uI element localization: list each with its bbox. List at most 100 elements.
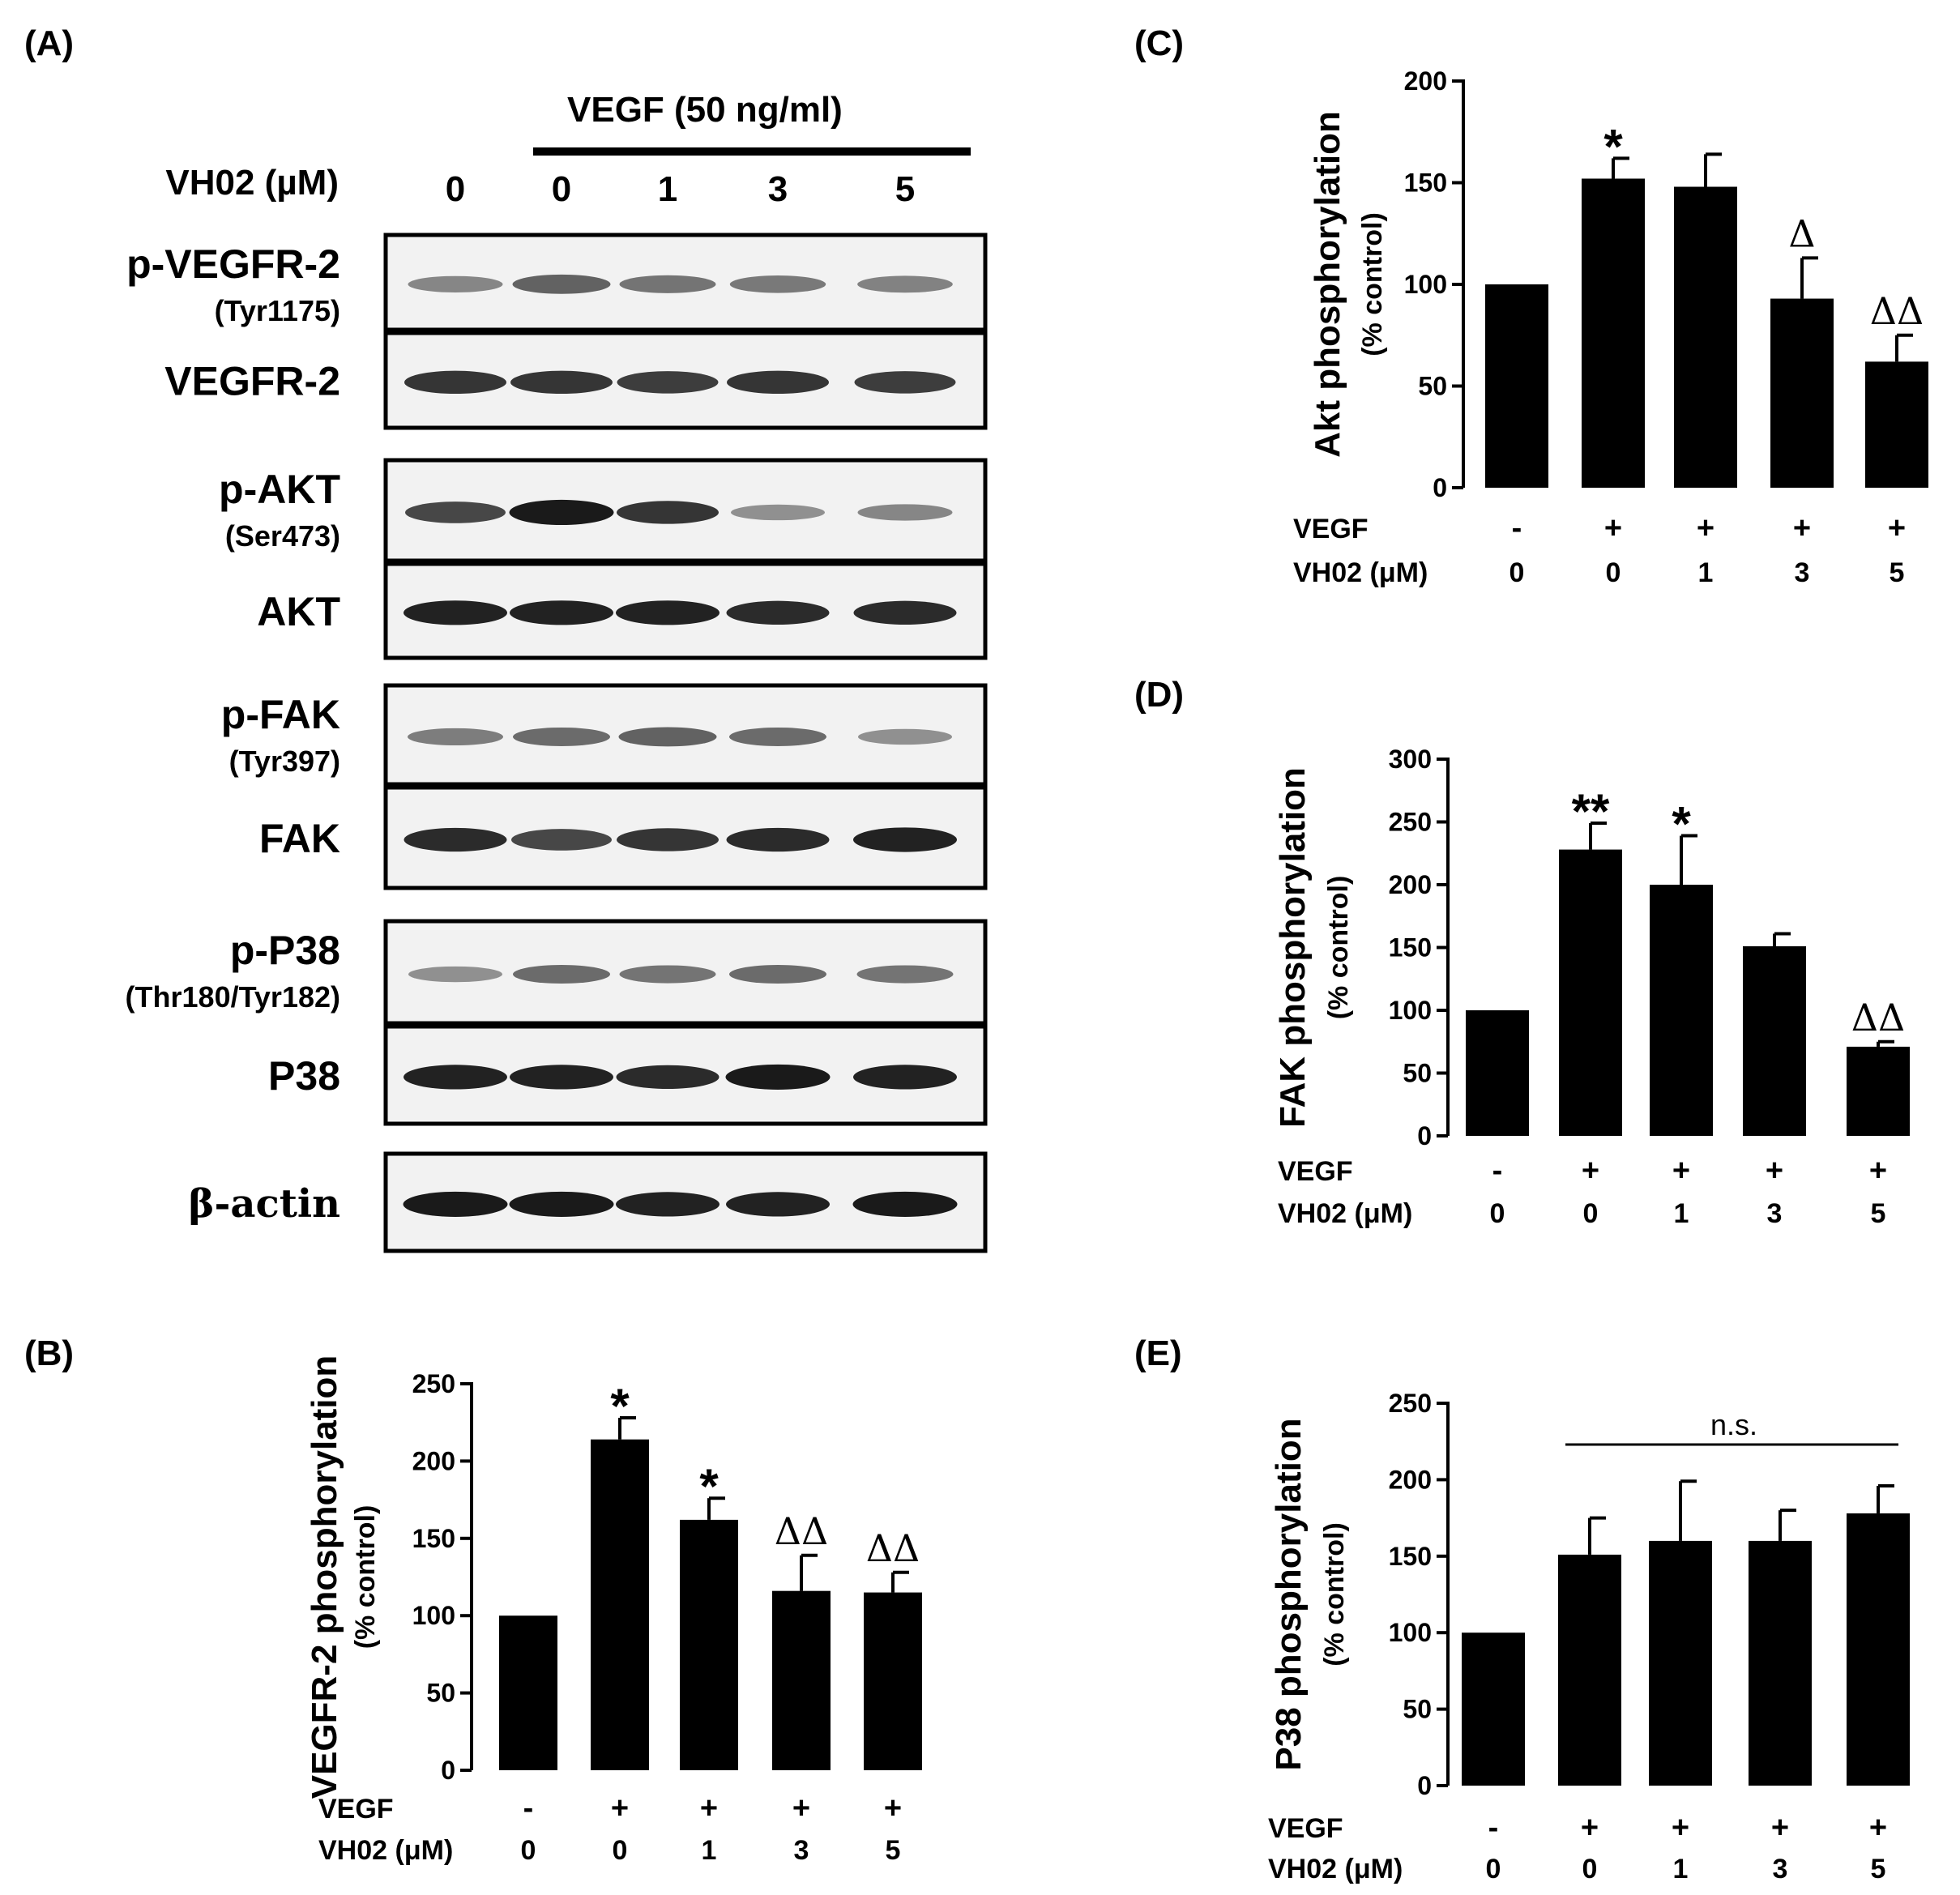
blot-band xyxy=(726,600,830,625)
bar-3 xyxy=(1770,298,1834,488)
blot-band xyxy=(618,727,717,747)
significance-annotation: ΔΔ xyxy=(1851,996,1905,1039)
blot-band xyxy=(513,727,610,746)
row-label-vh02: VH02 (μM) xyxy=(1293,557,1428,588)
blot-name-label: P38 xyxy=(268,1053,340,1099)
y-tick-label: 100 xyxy=(1389,996,1432,1025)
row-label-vh02: VH02 (μM) xyxy=(1278,1198,1412,1229)
y-tick-label: 200 xyxy=(1389,870,1432,899)
blot-row-7: P38 xyxy=(268,1024,988,1126)
vegf-sign: + xyxy=(611,1791,629,1825)
blot-name-label: VEGFR-2 xyxy=(164,359,340,404)
row-label-vegf: VEGF xyxy=(1278,1156,1353,1187)
y-tick-label: 200 xyxy=(1389,1465,1432,1494)
blot-name-label: p-VEGFR-2 xyxy=(126,241,340,287)
blot-band xyxy=(729,727,826,746)
blot-band xyxy=(513,965,610,984)
blot-row-6: p-P38 (Thr180/Tyr182) xyxy=(126,919,988,1026)
y-tick-label: 100 xyxy=(1404,270,1447,299)
vegf-sign: - xyxy=(1488,1811,1499,1845)
blot-band xyxy=(404,600,507,625)
vh02-dose: 5 xyxy=(1871,1198,1886,1229)
vh02-dose: 1 xyxy=(1673,1854,1689,1884)
vh02-dose: 0 xyxy=(1583,1198,1599,1229)
significance-annotation: * xyxy=(699,1459,719,1513)
blot-band xyxy=(853,1065,957,1090)
blot-row-5: FAK xyxy=(259,785,988,890)
bar-0 xyxy=(1558,1554,1621,1786)
y-axis-label: Akt phosphorylation xyxy=(1308,111,1347,458)
bar-1 xyxy=(1674,186,1737,488)
vegf-sign: + xyxy=(1869,1811,1887,1845)
vegf-sign: + xyxy=(792,1791,810,1825)
panel-label: (B) xyxy=(24,1334,74,1373)
vh02-dose: 1 xyxy=(1698,557,1714,588)
y-tick-label: 0 xyxy=(1417,1771,1432,1800)
vegf-sign: + xyxy=(1766,1154,1783,1188)
blot-band xyxy=(510,600,613,625)
y-axis-label: P38 phosphorylation xyxy=(1269,1418,1309,1770)
blot-row-2: p-AKT (Ser473) xyxy=(219,458,988,563)
y-axis-sublabel: (% control) xyxy=(1357,212,1388,356)
vh02-dose: 0 xyxy=(521,1835,536,1866)
blot-band xyxy=(408,275,503,292)
vegf-sign: + xyxy=(700,1791,718,1825)
bar-5 xyxy=(1847,1046,1910,1136)
vegf-sign: + xyxy=(1888,511,1906,545)
y-tick-label: 250 xyxy=(1389,808,1432,837)
blot-band xyxy=(725,1064,831,1090)
y-tick-label: 0 xyxy=(441,1756,455,1785)
vegf-sign: + xyxy=(1771,1811,1789,1845)
blot-band xyxy=(510,1065,613,1090)
vegf-sign: - xyxy=(523,1791,534,1825)
y-tick-label: 100 xyxy=(412,1601,455,1630)
blot-site-label: (Thr180/Tyr182) xyxy=(126,980,340,1014)
vh02-dose: 0 xyxy=(613,1835,628,1866)
vegf-sign: + xyxy=(1581,1811,1599,1845)
blot-band xyxy=(616,600,720,625)
bar-3 xyxy=(1749,1540,1812,1786)
vegf-sign: + xyxy=(1582,1154,1599,1188)
blot-row-4: p-FAK (Tyr397) xyxy=(221,683,988,787)
vh02-dose: 0 xyxy=(1582,1854,1598,1884)
blot-band xyxy=(726,1192,830,1217)
blot-site-label: (Tyr1175) xyxy=(215,294,340,327)
blot-rows: p-VEGFR-2 (Tyr1175) VEGFR-2 p-AKT (Ser473) AK… xyxy=(126,233,988,1253)
vegf-sign: + xyxy=(1697,511,1714,545)
blot-band xyxy=(404,1065,507,1090)
blot-band xyxy=(858,728,952,745)
vegf-sign: + xyxy=(884,1791,902,1825)
vegf-sign: + xyxy=(1672,1154,1690,1188)
y-tick-label: 200 xyxy=(1404,66,1447,96)
y-tick-label: 50 xyxy=(1403,1695,1432,1724)
row-label-vh02: VH02 (μM) xyxy=(1268,1854,1403,1884)
vh02-dose: 0 xyxy=(1486,1854,1501,1884)
vh02-dose: 3 xyxy=(1767,1198,1783,1229)
blot-band xyxy=(510,370,613,395)
blot-band xyxy=(511,829,612,851)
blot-band xyxy=(616,1065,720,1090)
blot-row-3: AKT xyxy=(257,561,988,660)
blot-band xyxy=(619,275,716,293)
bar-3 xyxy=(772,1590,831,1770)
y-axis-label: VEGFR-2 phosphorylation xyxy=(305,1355,344,1799)
blot-band xyxy=(726,827,830,852)
bar-5 xyxy=(1865,361,1928,488)
panel-label: (C) xyxy=(1134,23,1184,63)
significance-annotation: * xyxy=(1672,797,1691,851)
y-tick-label: 250 xyxy=(412,1369,455,1398)
significance-annotation: ΔΔ xyxy=(775,1509,828,1553)
blot-band xyxy=(405,501,506,523)
y-tick-label: 150 xyxy=(412,1524,455,1553)
vh02-dose: 0 xyxy=(1606,557,1621,588)
bar-0 xyxy=(1462,1633,1525,1786)
significance-annotation: ** xyxy=(1572,784,1610,839)
blot-band xyxy=(403,1191,508,1217)
y-tick-label: 0 xyxy=(1417,1121,1432,1150)
blot-dose-values: 0 0 1 3 5 xyxy=(446,169,915,209)
blot-name-label: p-FAK xyxy=(221,692,340,737)
y-tick-label: 50 xyxy=(426,1679,455,1708)
